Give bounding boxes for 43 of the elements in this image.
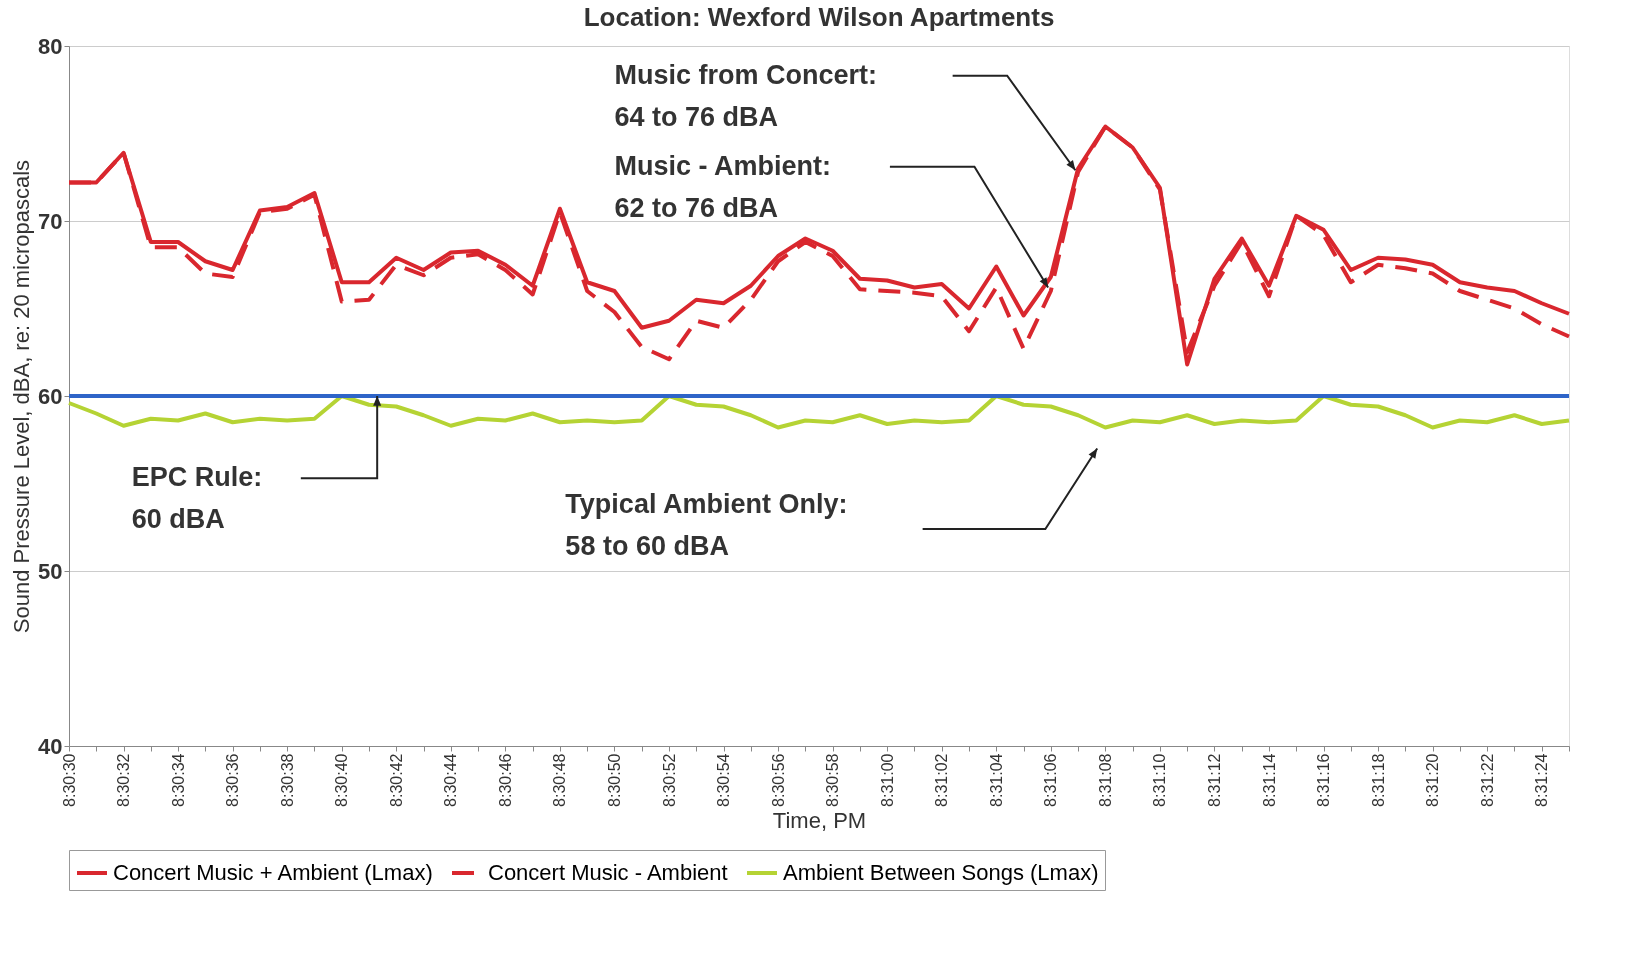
x-tick-label: 8:30:50 [605, 753, 623, 807]
annotation: Music - Ambient: 62 to 76 dBA [614, 150, 831, 223]
legend-label: Concert Music - Ambient [488, 860, 728, 885]
x-tick-label: 8:30:34 [169, 753, 187, 807]
chart-title: Location: Wexford Wilson Apartments [583, 2, 1055, 32]
x-tick-label: 8:30:36 [224, 753, 242, 807]
legend-label: Concert Music + Ambient (Lmax) [113, 860, 433, 885]
y-tick-label: 40 [38, 733, 63, 759]
x-tick-label: 8:31:22 [1478, 753, 1496, 807]
x-tick-label: 8:31:04 [987, 753, 1005, 807]
x-tick-label: 8:30:38 [278, 753, 296, 807]
x-tick-label: 8:31:08 [1096, 753, 1114, 807]
y-tick-label: 60 [38, 383, 63, 409]
x-tick-label: 8:31:00 [878, 753, 896, 807]
x-axis-title: Time, PM [772, 807, 867, 833]
annotation: Typical Ambient Only: 58 to 60 dBA [565, 488, 848, 561]
x-tick-label: 8:31:16 [1315, 753, 1333, 807]
x-tick-label: 8:30:48 [551, 753, 569, 807]
x-tick-label: 8:30:42 [387, 753, 405, 807]
x-tick-label: 8:31:20 [1424, 753, 1442, 807]
legend-label: Ambient Between Songs (Lmax) [783, 860, 1099, 885]
x-tick-label: 8:30:56 [769, 753, 787, 807]
x-tick-label: 8:30:52 [660, 753, 678, 807]
y-tick-label: 70 [38, 208, 63, 234]
x-tick-label: 8:31:12 [1205, 753, 1223, 807]
x-tick-label: 8:31:24 [1533, 753, 1551, 807]
y-axis-title: Sound Pressure Level, dBA, re: 20 micropascals [9, 159, 35, 634]
x-tick-label: 8:30:44 [442, 753, 460, 807]
x-tick-label: 8:30:46 [496, 753, 514, 807]
x-tick-label: 8:30:58 [824, 753, 842, 807]
x-tick-label: 8:31:14 [1260, 753, 1278, 807]
x-tick-label: 8:30:32 [115, 753, 133, 807]
y-tick-label: 80 [38, 33, 63, 59]
y-tick-label: 50 [38, 558, 63, 584]
annotation: Music from Concert: 64 to 76 dBA [614, 59, 877, 132]
x-tick-label: 8:31:02 [933, 753, 951, 807]
x-tick-label: 8:31:06 [1042, 753, 1060, 807]
annotation: EPC Rule: 60 dBA [131, 462, 263, 535]
x-tick-label: 8:31:18 [1369, 753, 1387, 807]
x-tick-label: 8:30:40 [333, 753, 351, 807]
x-tick-label: 8:31:10 [1151, 753, 1169, 807]
x-tick-label: 8:30:54 [715, 753, 733, 807]
x-tick-label: 8:30:30 [60, 753, 78, 807]
